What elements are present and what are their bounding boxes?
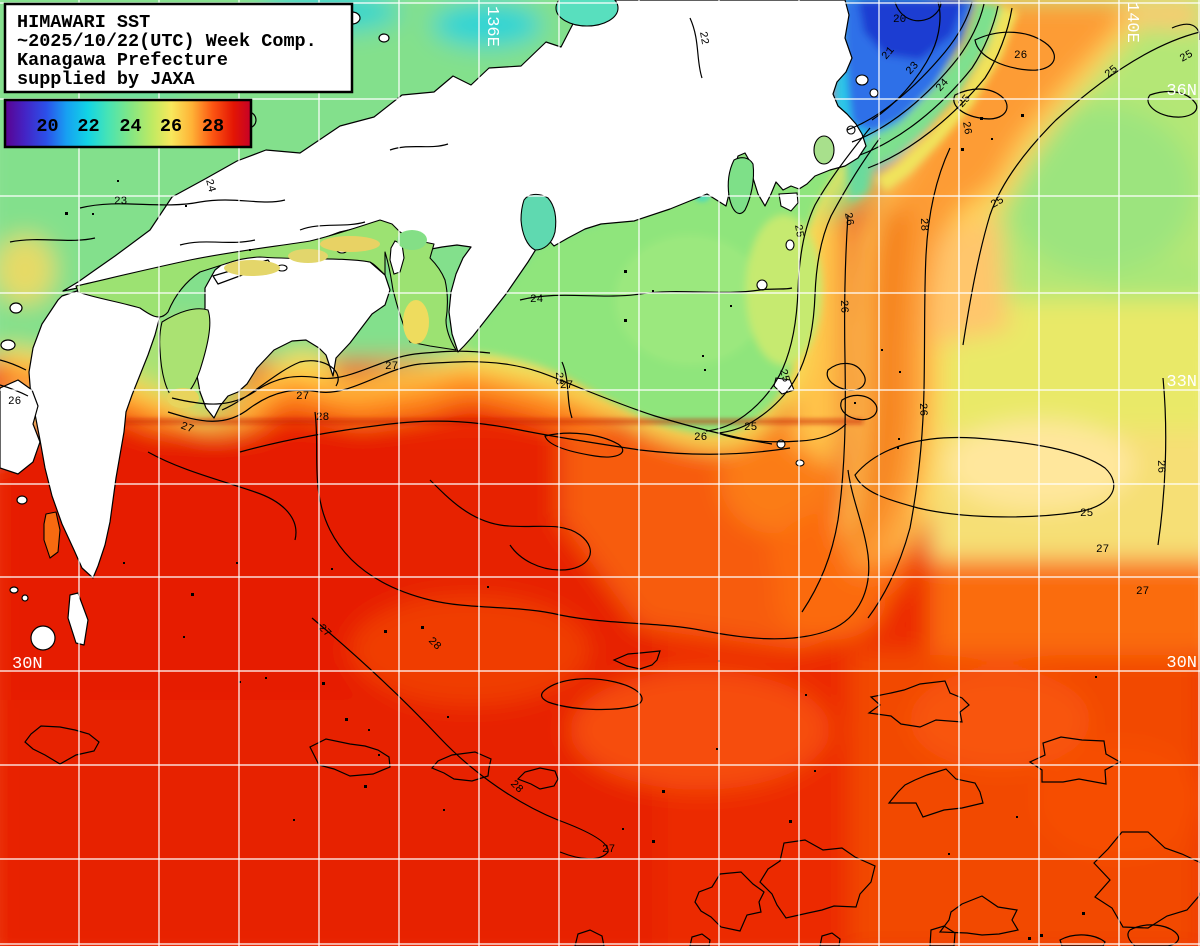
svg-text:27: 27: [296, 391, 309, 403]
svg-text:25: 25: [776, 368, 791, 384]
svg-text:28: 28: [917, 218, 929, 232]
svg-text:26: 26: [916, 403, 928, 417]
svg-text:27: 27: [1136, 586, 1149, 598]
svg-text:25: 25: [744, 422, 757, 434]
svg-text:20: 20: [893, 14, 906, 26]
svg-text:24: 24: [119, 116, 141, 137]
svg-text:28: 28: [316, 412, 329, 424]
svg-text:27: 27: [1096, 544, 1109, 556]
svg-text:36N: 36N: [1166, 82, 1197, 101]
svg-text:27: 27: [560, 380, 573, 392]
svg-text:~2025/10/22(UTC) Week Comp.: ~2025/10/22(UTC) Week Comp.: [17, 31, 317, 52]
svg-text:33N: 33N: [1166, 373, 1197, 392]
svg-text:Kanagawa Prefecture: Kanagawa Prefecture: [17, 50, 228, 71]
svg-text:30N: 30N: [1166, 654, 1197, 673]
svg-text:HIMAWARI SST: HIMAWARI SST: [17, 12, 150, 33]
svg-text:26: 26: [160, 116, 182, 137]
svg-text:23: 23: [114, 196, 127, 208]
svg-text:26: 26: [1154, 460, 1166, 474]
svg-text:26: 26: [8, 396, 21, 408]
svg-text:140E: 140E: [1122, 2, 1141, 43]
svg-text:25: 25: [791, 224, 805, 239]
svg-text:136E: 136E: [482, 6, 501, 47]
svg-text:20: 20: [36, 116, 58, 137]
svg-text:22: 22: [77, 116, 99, 137]
svg-text:25: 25: [1178, 48, 1195, 65]
svg-text:28: 28: [202, 116, 224, 137]
svg-text:supplied by JAXA: supplied by JAXA: [17, 69, 196, 90]
svg-text:22: 22: [696, 31, 710, 46]
svg-text:27: 27: [602, 844, 615, 856]
svg-text:26: 26: [694, 432, 707, 444]
svg-text:28: 28: [552, 372, 564, 386]
svg-text:26: 26: [837, 300, 849, 314]
svg-text:25: 25: [989, 194, 1006, 211]
svg-text:26: 26: [959, 121, 973, 136]
svg-text:26: 26: [1014, 50, 1027, 62]
svg-text:27: 27: [385, 361, 398, 373]
svg-text:24: 24: [530, 294, 544, 306]
svg-text:25: 25: [1080, 508, 1093, 520]
svg-text:27: 27: [179, 420, 196, 436]
svg-text:26: 26: [841, 212, 855, 227]
svg-text:30N: 30N: [12, 655, 43, 674]
svg-text:24: 24: [202, 178, 217, 194]
